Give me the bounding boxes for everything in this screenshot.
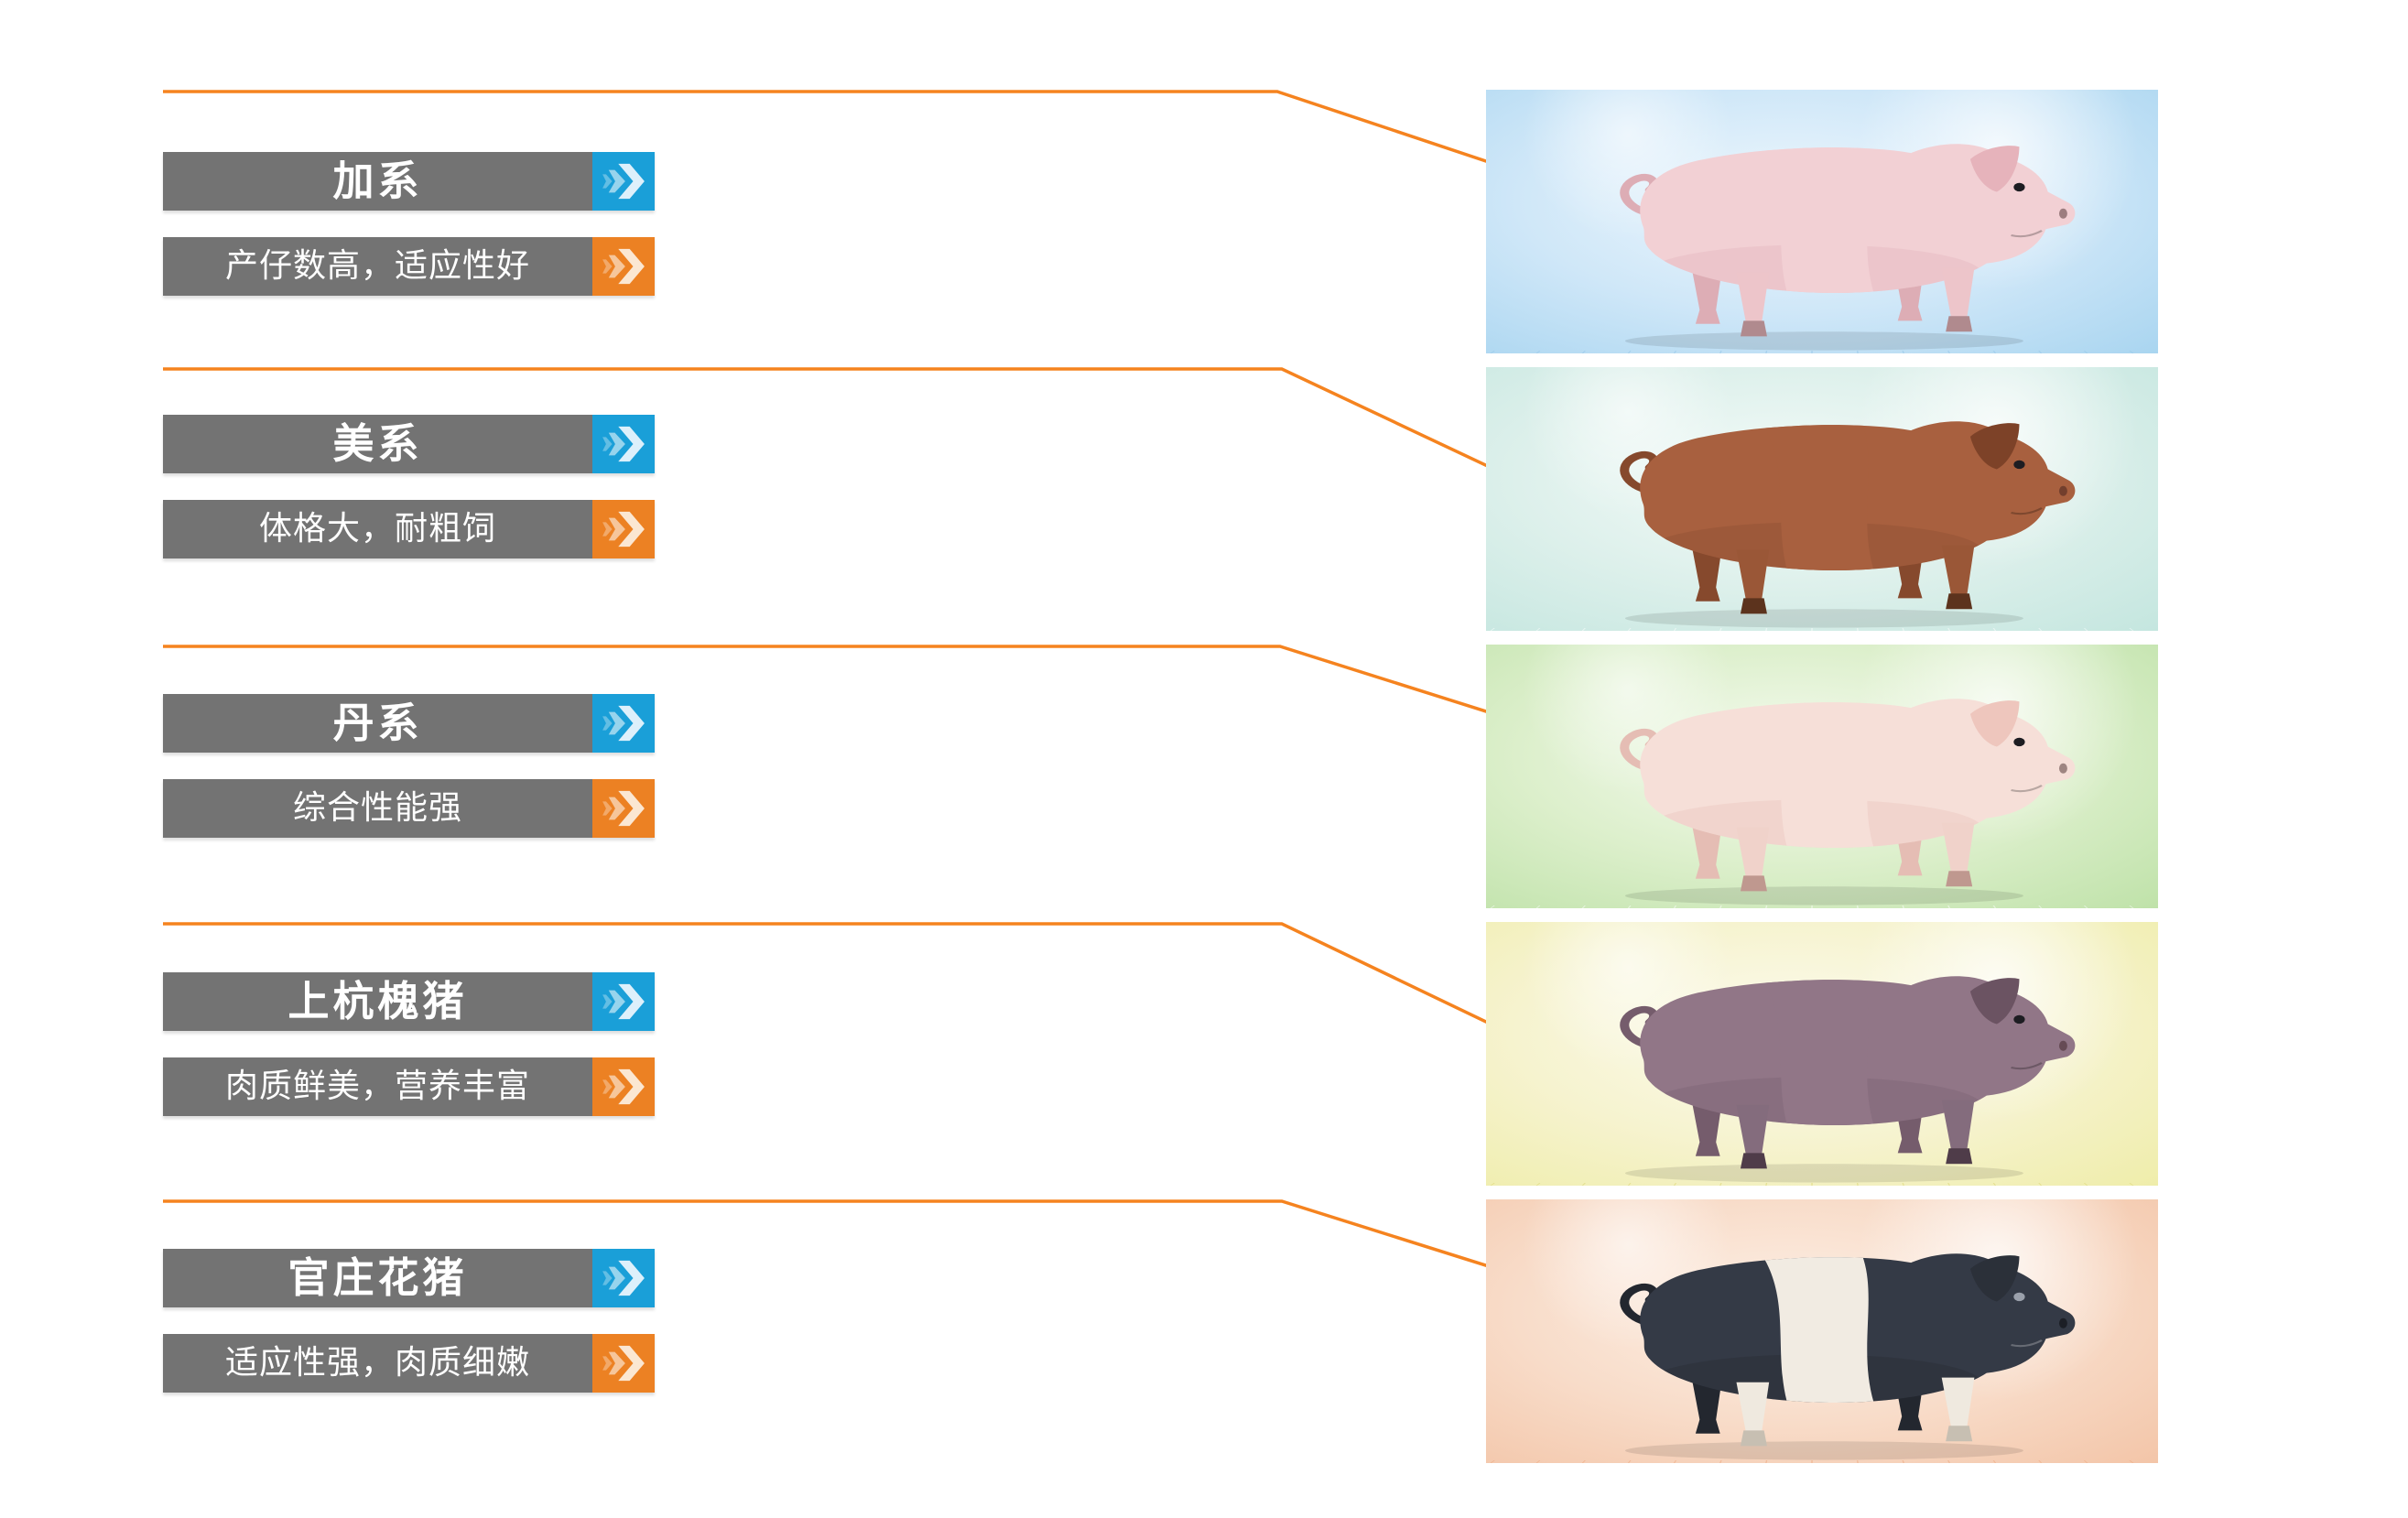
desc-arrow-button[interactable] — [592, 1057, 655, 1116]
pig-hoof — [1946, 871, 1973, 887]
chevron-right-icon — [602, 248, 645, 285]
chevron-right-icon — [602, 790, 645, 827]
pig-hoof — [1740, 598, 1767, 614]
pig-eye — [2013, 1014, 2025, 1025]
chevron-right-icon — [602, 426, 645, 462]
pig-hoof — [1946, 1148, 1973, 1165]
desc-arrow-button[interactable] — [592, 779, 655, 838]
breed-photo-panel — [1486, 90, 2158, 353]
chevron-right-icon — [602, 511, 645, 548]
pig-mouth — [2011, 1339, 2043, 1348]
pig-nostril — [2058, 208, 2067, 219]
breed-title: 加系 — [163, 152, 592, 211]
pig-hoof — [1946, 1426, 1973, 1442]
chevron-right-icon — [602, 1260, 645, 1296]
pig-photo — [1620, 699, 2076, 905]
pig-mouth — [2011, 1062, 2043, 1070]
pig-eye — [2013, 1292, 2025, 1302]
chevron-right-icon — [602, 1068, 645, 1105]
pig-nostril — [2058, 1040, 2067, 1051]
title-arrow-button[interactable] — [592, 415, 655, 473]
breed-title: 美系 — [163, 415, 592, 473]
pig-eye — [2013, 460, 2025, 470]
pig-shadow — [1624, 609, 2023, 628]
pig-shadow — [1624, 1164, 2023, 1183]
breed-title-bar[interactable]: 加系 — [163, 152, 655, 211]
breed-title-bar[interactable]: 丹系 — [163, 694, 655, 753]
pig-shadow — [1624, 1441, 2023, 1460]
breed-title-bar[interactable]: 官庄花猪 — [163, 1249, 655, 1307]
breed-description: 综合性能强 — [163, 779, 592, 838]
title-arrow-button[interactable] — [592, 694, 655, 753]
breed-desc-bar[interactable]: 适应性强，肉质细嫩 — [163, 1334, 655, 1393]
breed-desc-bar[interactable]: 肉质鲜美，营养丰富 — [163, 1057, 655, 1116]
breed-description: 产仔数高，适应性好 — [163, 237, 592, 296]
breed-desc-bar[interactable]: 产仔数高，适应性好 — [163, 237, 655, 296]
chevron-right-icon — [602, 983, 645, 1020]
breed-description: 体格大，耐粗饲 — [163, 500, 592, 558]
pig-photo — [1620, 976, 2076, 1183]
title-arrow-button[interactable] — [592, 1249, 655, 1307]
chevron-right-icon — [602, 1345, 645, 1382]
pig-mouth — [2011, 785, 2043, 793]
breed-title-bar[interactable]: 美系 — [163, 415, 655, 473]
breed-photo-panel — [1486, 367, 2158, 631]
pig-shadow — [1624, 331, 2023, 351]
pig-shadow — [1624, 886, 2023, 905]
breed-photo-panel — [1486, 922, 2158, 1186]
pig-eye — [2013, 182, 2025, 192]
breed-title-bar[interactable]: 上杭槐猪 — [163, 972, 655, 1031]
chevron-right-icon — [602, 163, 645, 200]
pig-photo — [1620, 144, 2076, 351]
breed-desc-bar[interactable]: 综合性能强 — [163, 779, 655, 838]
breed-desc-bar[interactable]: 体格大，耐粗饲 — [163, 500, 655, 558]
desc-arrow-button[interactable] — [592, 237, 655, 296]
pig-hoof — [1740, 320, 1767, 337]
pig-nostril — [2058, 763, 2067, 774]
pig-mouth — [2011, 230, 2043, 238]
chevron-right-icon — [602, 705, 645, 742]
pig-photo — [1620, 421, 2076, 628]
breed-title: 官庄花猪 — [163, 1249, 592, 1307]
desc-arrow-button[interactable] — [592, 1334, 655, 1393]
pig-nostril — [2058, 485, 2067, 496]
pig-hoof — [1946, 316, 1973, 332]
breed-description: 肉质鲜美，营养丰富 — [163, 1057, 592, 1116]
breed-description: 适应性强，肉质细嫩 — [163, 1334, 592, 1393]
desc-arrow-button[interactable] — [592, 500, 655, 558]
breed-photo-panel — [1486, 1199, 2158, 1463]
pig-nostril — [2058, 1317, 2067, 1328]
breed-title: 上杭槐猪 — [163, 972, 592, 1031]
title-arrow-button[interactable] — [592, 972, 655, 1031]
pig-hoof — [1740, 875, 1767, 892]
pig-hoof — [1946, 593, 1973, 610]
pig-hoof — [1740, 1430, 1767, 1447]
pig-photo — [1620, 1253, 2076, 1460]
pig-eye — [2013, 737, 2025, 747]
breed-photo-panel — [1486, 645, 2158, 908]
pig-hoof — [1740, 1153, 1767, 1169]
title-arrow-button[interactable] — [592, 152, 655, 211]
breed-title: 丹系 — [163, 694, 592, 753]
pig-mouth — [2011, 507, 2043, 515]
